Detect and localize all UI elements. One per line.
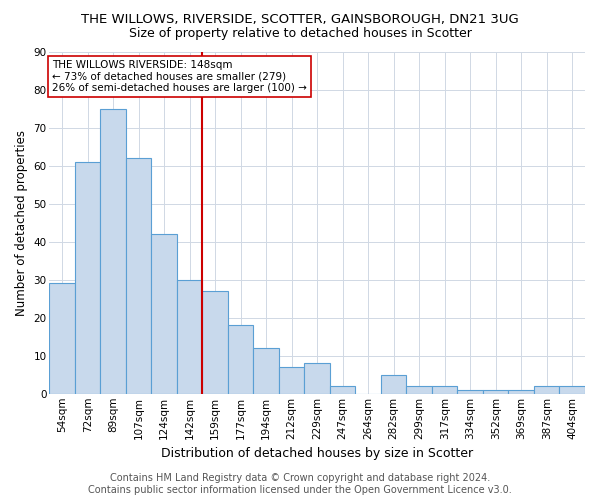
Bar xyxy=(304,364,330,394)
Text: THE WILLOWS RIVERSIDE: 148sqm
← 73% of detached houses are smaller (279)
26% of : THE WILLOWS RIVERSIDE: 148sqm ← 73% of d… xyxy=(52,60,307,94)
Bar xyxy=(49,284,75,394)
Bar xyxy=(559,386,585,394)
Bar xyxy=(330,386,355,394)
Bar xyxy=(253,348,279,394)
Bar xyxy=(100,108,126,394)
Bar xyxy=(202,291,228,394)
Bar xyxy=(406,386,432,394)
Bar xyxy=(457,390,483,394)
Bar xyxy=(151,234,177,394)
Text: THE WILLOWS, RIVERSIDE, SCOTTER, GAINSBOROUGH, DN21 3UG: THE WILLOWS, RIVERSIDE, SCOTTER, GAINSBO… xyxy=(81,12,519,26)
Bar xyxy=(432,386,457,394)
Bar xyxy=(534,386,559,394)
Y-axis label: Number of detached properties: Number of detached properties xyxy=(15,130,28,316)
Bar xyxy=(75,162,100,394)
Bar xyxy=(483,390,508,394)
X-axis label: Distribution of detached houses by size in Scotter: Distribution of detached houses by size … xyxy=(161,447,473,460)
Bar xyxy=(381,374,406,394)
Bar xyxy=(279,367,304,394)
Text: Size of property relative to detached houses in Scotter: Size of property relative to detached ho… xyxy=(128,28,472,40)
Bar xyxy=(177,280,202,394)
Bar xyxy=(126,158,151,394)
Bar xyxy=(228,326,253,394)
Text: Contains HM Land Registry data © Crown copyright and database right 2024.
Contai: Contains HM Land Registry data © Crown c… xyxy=(88,474,512,495)
Bar xyxy=(508,390,534,394)
